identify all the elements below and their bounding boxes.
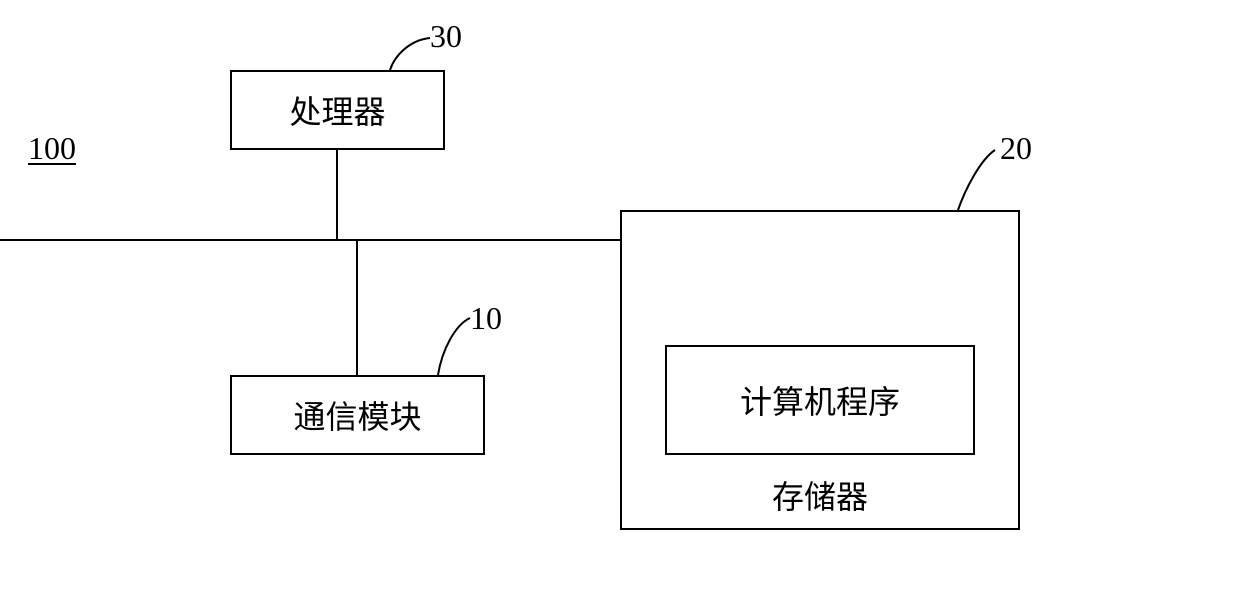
processor-label: 处理器 <box>289 87 385 133</box>
processor-box: 处理器 <box>230 70 445 150</box>
comm-module-label: 通信模块 <box>293 392 421 438</box>
processor-ref-label: 30 <box>430 18 462 55</box>
diagram-canvas: 100 处理器 30 通信模块 10 存储器 20 计算机程序 <box>0 0 1240 606</box>
comm-ref-label: 10 <box>470 300 502 337</box>
comm-module-box: 通信模块 <box>230 375 485 455</box>
memory-ref-label: 20 <box>1000 130 1032 167</box>
program-box: 计算机程序 <box>665 345 975 455</box>
system-ref-label: 100 <box>28 130 76 167</box>
program-label: 计算机程序 <box>740 377 900 423</box>
memory-label: 存储器 <box>772 472 868 518</box>
